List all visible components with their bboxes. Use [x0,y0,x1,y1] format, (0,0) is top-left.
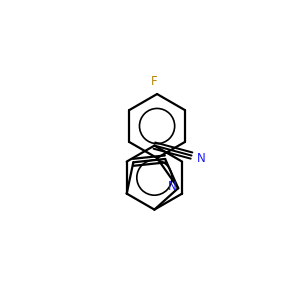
Text: F: F [151,74,158,88]
Text: N: N [168,180,177,193]
Text: N: N [197,152,206,165]
